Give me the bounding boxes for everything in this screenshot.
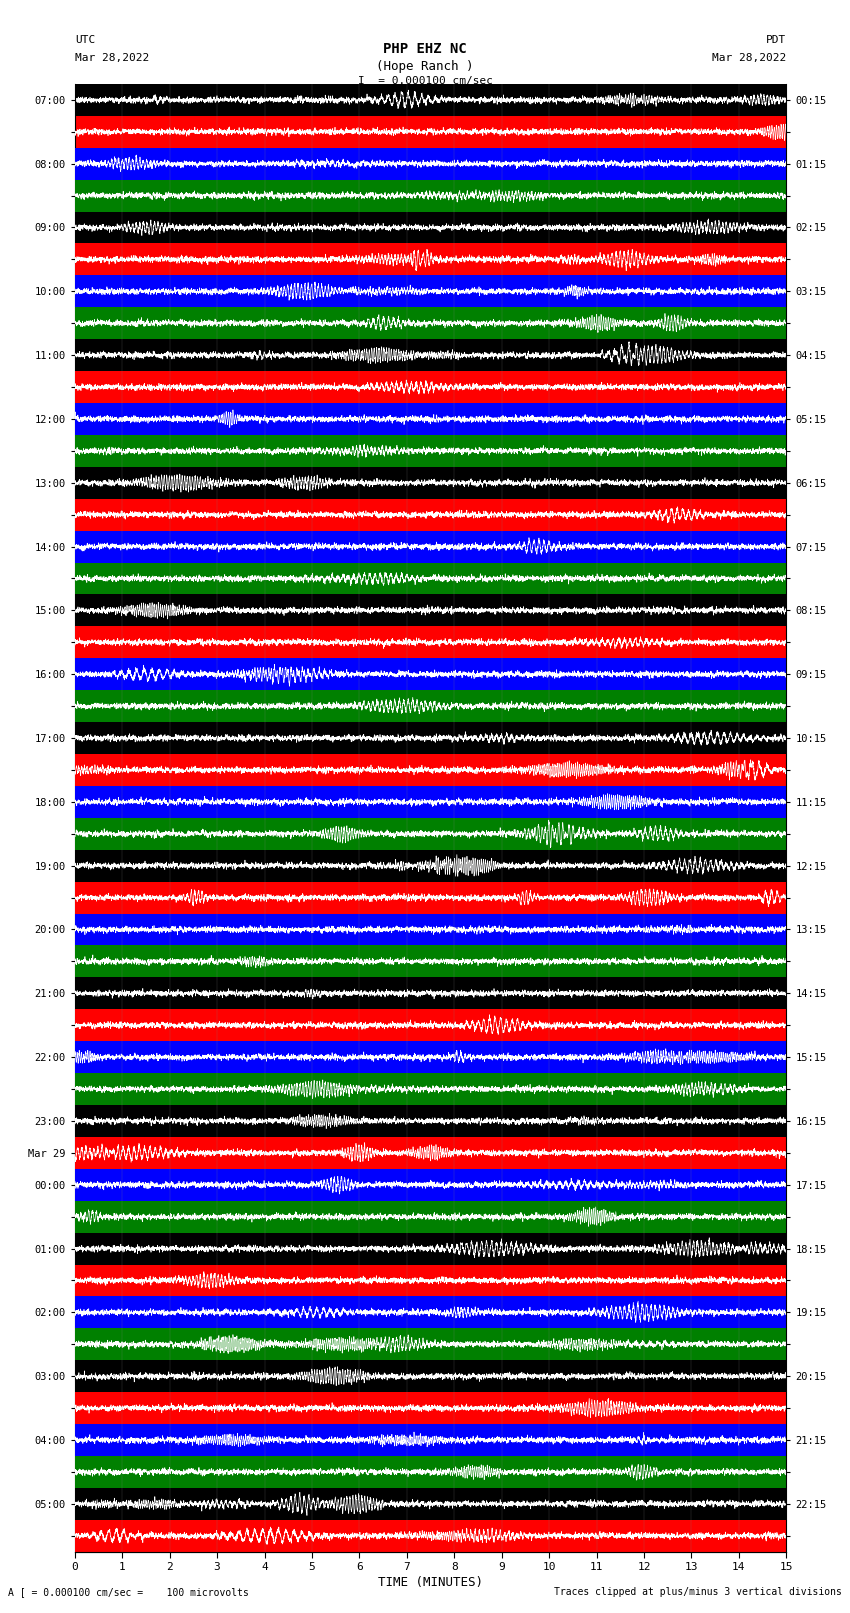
- Bar: [75, 690, 786, 723]
- Bar: [75, 179, 786, 211]
- Bar: [75, 1040, 786, 1073]
- Bar: [75, 626, 786, 658]
- Bar: [75, 466, 786, 498]
- Bar: [75, 1073, 786, 1105]
- Bar: [75, 595, 786, 626]
- Bar: [75, 882, 786, 913]
- Bar: [75, 977, 786, 1010]
- Bar: [75, 531, 786, 563]
- X-axis label: TIME (MINUTES): TIME (MINUTES): [378, 1576, 483, 1589]
- Bar: [75, 371, 786, 403]
- Bar: [75, 276, 786, 306]
- Bar: [75, 1329, 786, 1360]
- Text: Mar 28,2022: Mar 28,2022: [75, 53, 149, 63]
- Bar: [75, 945, 786, 977]
- Bar: [75, 211, 786, 244]
- Bar: [75, 1392, 786, 1424]
- Bar: [75, 1457, 786, 1487]
- Bar: [75, 148, 786, 179]
- Text: A [ = 0.000100 cm/sec =    100 microvolts: A [ = 0.000100 cm/sec = 100 microvolts: [8, 1587, 249, 1597]
- Bar: [75, 563, 786, 595]
- Bar: [75, 1360, 786, 1392]
- Bar: [75, 913, 786, 945]
- Bar: [75, 818, 786, 850]
- Bar: [75, 1424, 786, 1457]
- Bar: [75, 116, 786, 148]
- Bar: [75, 84, 786, 116]
- Bar: [75, 244, 786, 276]
- Bar: [75, 306, 786, 339]
- Bar: [75, 1169, 786, 1200]
- Bar: [75, 1297, 786, 1329]
- Text: PHP EHZ NC: PHP EHZ NC: [383, 42, 467, 56]
- Bar: [75, 436, 786, 466]
- Bar: [75, 658, 786, 690]
- Bar: [75, 1137, 786, 1169]
- Text: PDT: PDT: [766, 35, 786, 45]
- Bar: [75, 753, 786, 786]
- Bar: [75, 1265, 786, 1297]
- Text: I  = 0.000100 cm/sec: I = 0.000100 cm/sec: [358, 76, 492, 85]
- Bar: [75, 1519, 786, 1552]
- Bar: [75, 1010, 786, 1040]
- Bar: [75, 403, 786, 436]
- Text: (Hope Ranch ): (Hope Ranch ): [377, 60, 473, 73]
- Text: UTC: UTC: [75, 35, 95, 45]
- Text: Mar 28,2022: Mar 28,2022: [712, 53, 786, 63]
- Bar: [75, 1487, 786, 1519]
- Bar: [75, 1200, 786, 1232]
- Text: Traces clipped at plus/minus 3 vertical divisions: Traces clipped at plus/minus 3 vertical …: [553, 1587, 842, 1597]
- Bar: [75, 339, 786, 371]
- Bar: [75, 498, 786, 531]
- Bar: [75, 1232, 786, 1265]
- Bar: [75, 1105, 786, 1137]
- Bar: [75, 723, 786, 753]
- Bar: [75, 850, 786, 882]
- Bar: [75, 786, 786, 818]
